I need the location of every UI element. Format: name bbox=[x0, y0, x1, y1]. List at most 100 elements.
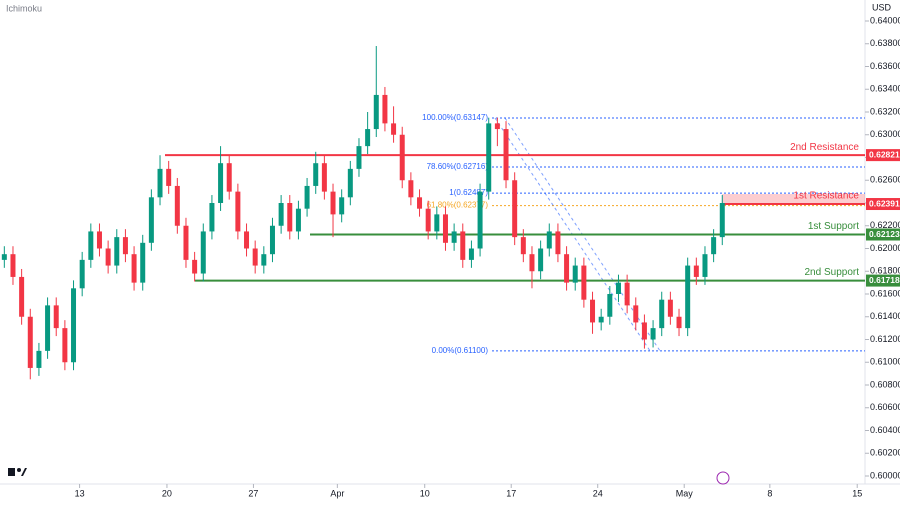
candle-body bbox=[685, 265, 691, 329]
x-tick-label: Apr bbox=[330, 488, 344, 498]
candle-body bbox=[391, 123, 397, 135]
candle-body bbox=[148, 197, 154, 243]
candle-body bbox=[218, 163, 224, 203]
candle-body bbox=[174, 185, 180, 226]
candle-body bbox=[581, 265, 587, 300]
candle-body bbox=[641, 322, 647, 340]
candle-body bbox=[269, 225, 275, 255]
x-tick-label: 17 bbox=[506, 488, 516, 498]
fib-label: 0.00%(0.61100) bbox=[432, 346, 489, 355]
candle-body bbox=[321, 163, 327, 192]
candle-body bbox=[520, 237, 526, 255]
candle-body bbox=[442, 214, 448, 243]
x-tick-label: 8 bbox=[767, 488, 772, 498]
y-tick-label: 0.61400 bbox=[870, 311, 900, 321]
indicator-name[interactable]: Ichimoku bbox=[6, 3, 42, 13]
candle-body bbox=[19, 276, 25, 317]
candle-body bbox=[503, 129, 509, 181]
candle-body bbox=[399, 134, 405, 181]
lightning-icon[interactable] bbox=[716, 471, 730, 485]
candle-body bbox=[114, 237, 120, 266]
candle-body bbox=[512, 180, 518, 238]
level-price-box bbox=[866, 198, 900, 211]
candle-body bbox=[538, 248, 544, 272]
y-tick-label: 0.63200 bbox=[870, 106, 900, 116]
candle-body bbox=[88, 231, 94, 260]
candle-body bbox=[313, 163, 319, 186]
currency[interactable]: USD bbox=[872, 2, 892, 12]
candle-body bbox=[494, 123, 500, 130]
candle-body bbox=[192, 259, 198, 274]
candle-body bbox=[183, 225, 189, 260]
candle-body bbox=[131, 254, 137, 283]
candle-body bbox=[252, 248, 258, 266]
fib-label: 1(0.62487) bbox=[449, 188, 488, 197]
candle-body bbox=[477, 191, 483, 249]
candle-body bbox=[615, 282, 621, 294]
level-price: 0.62391 bbox=[869, 198, 900, 208]
candle-body bbox=[650, 328, 656, 340]
y-tick-label: 0.64000 bbox=[870, 15, 900, 25]
x-tick-label: May bbox=[676, 488, 694, 498]
candle-body bbox=[295, 208, 301, 232]
x-tick-label: 20 bbox=[162, 488, 172, 498]
candle-body bbox=[53, 305, 59, 329]
candle-body bbox=[564, 254, 570, 283]
candle-body bbox=[105, 248, 111, 266]
y-tick-label: 0.63400 bbox=[870, 84, 900, 94]
x-tick-label: 13 bbox=[75, 488, 85, 498]
candle-body bbox=[244, 231, 250, 249]
candle-body bbox=[1, 254, 7, 260]
candle-body bbox=[235, 191, 241, 232]
candle-body bbox=[417, 197, 423, 209]
candle-body bbox=[166, 168, 172, 186]
y-tick-label: 0.63600 bbox=[870, 61, 900, 71]
y-tick-label: 0.62000 bbox=[870, 243, 900, 253]
candle-body bbox=[96, 231, 102, 249]
candle-body bbox=[278, 203, 284, 226]
x-tick-label: 10 bbox=[420, 488, 430, 498]
y-tick-label: 0.60800 bbox=[870, 379, 900, 389]
candle-body bbox=[122, 237, 128, 255]
y-tick-label: 0.60600 bbox=[870, 402, 900, 412]
candle-body bbox=[200, 231, 206, 274]
candle-body bbox=[287, 203, 293, 232]
candle-body bbox=[382, 94, 388, 124]
candle-body bbox=[659, 299, 665, 329]
candle-body bbox=[330, 191, 336, 215]
level-price: 0.62123 bbox=[869, 229, 900, 239]
candle-body bbox=[27, 316, 33, 368]
y-tick-label: 0.61000 bbox=[870, 357, 900, 367]
candle-body bbox=[719, 203, 725, 238]
candle-body bbox=[373, 94, 379, 130]
candle-body bbox=[226, 163, 232, 192]
y-tick-label: 0.60400 bbox=[870, 425, 900, 435]
candle-body bbox=[339, 197, 345, 215]
candle-body bbox=[702, 254, 708, 277]
y-tick-label: 0.62600 bbox=[870, 175, 900, 185]
level-price-box bbox=[866, 274, 900, 287]
candle-body bbox=[460, 231, 466, 260]
x-tick-label: 24 bbox=[593, 488, 603, 498]
candle-body bbox=[451, 231, 457, 243]
y-tick-label: 0.62200 bbox=[870, 220, 900, 230]
candle-body bbox=[624, 282, 630, 306]
candle-body bbox=[598, 316, 604, 323]
candle-body bbox=[45, 305, 51, 351]
candle-body bbox=[486, 123, 492, 192]
candle-body bbox=[711, 237, 717, 255]
candle-body bbox=[434, 214, 440, 232]
candle-body bbox=[607, 294, 613, 317]
candle-body bbox=[693, 265, 699, 277]
y-tick-label: 0.61200 bbox=[870, 334, 900, 344]
candle-body bbox=[304, 185, 310, 209]
candle-body bbox=[425, 208, 431, 232]
candle-body bbox=[676, 316, 682, 329]
candle-body bbox=[572, 265, 578, 283]
candle-body bbox=[36, 350, 42, 368]
level-price: 0.62821 bbox=[869, 149, 900, 159]
candle-body bbox=[261, 254, 267, 266]
level-name: 1st Resistance bbox=[793, 191, 859, 202]
y-tick-label: 0.63000 bbox=[870, 129, 900, 139]
